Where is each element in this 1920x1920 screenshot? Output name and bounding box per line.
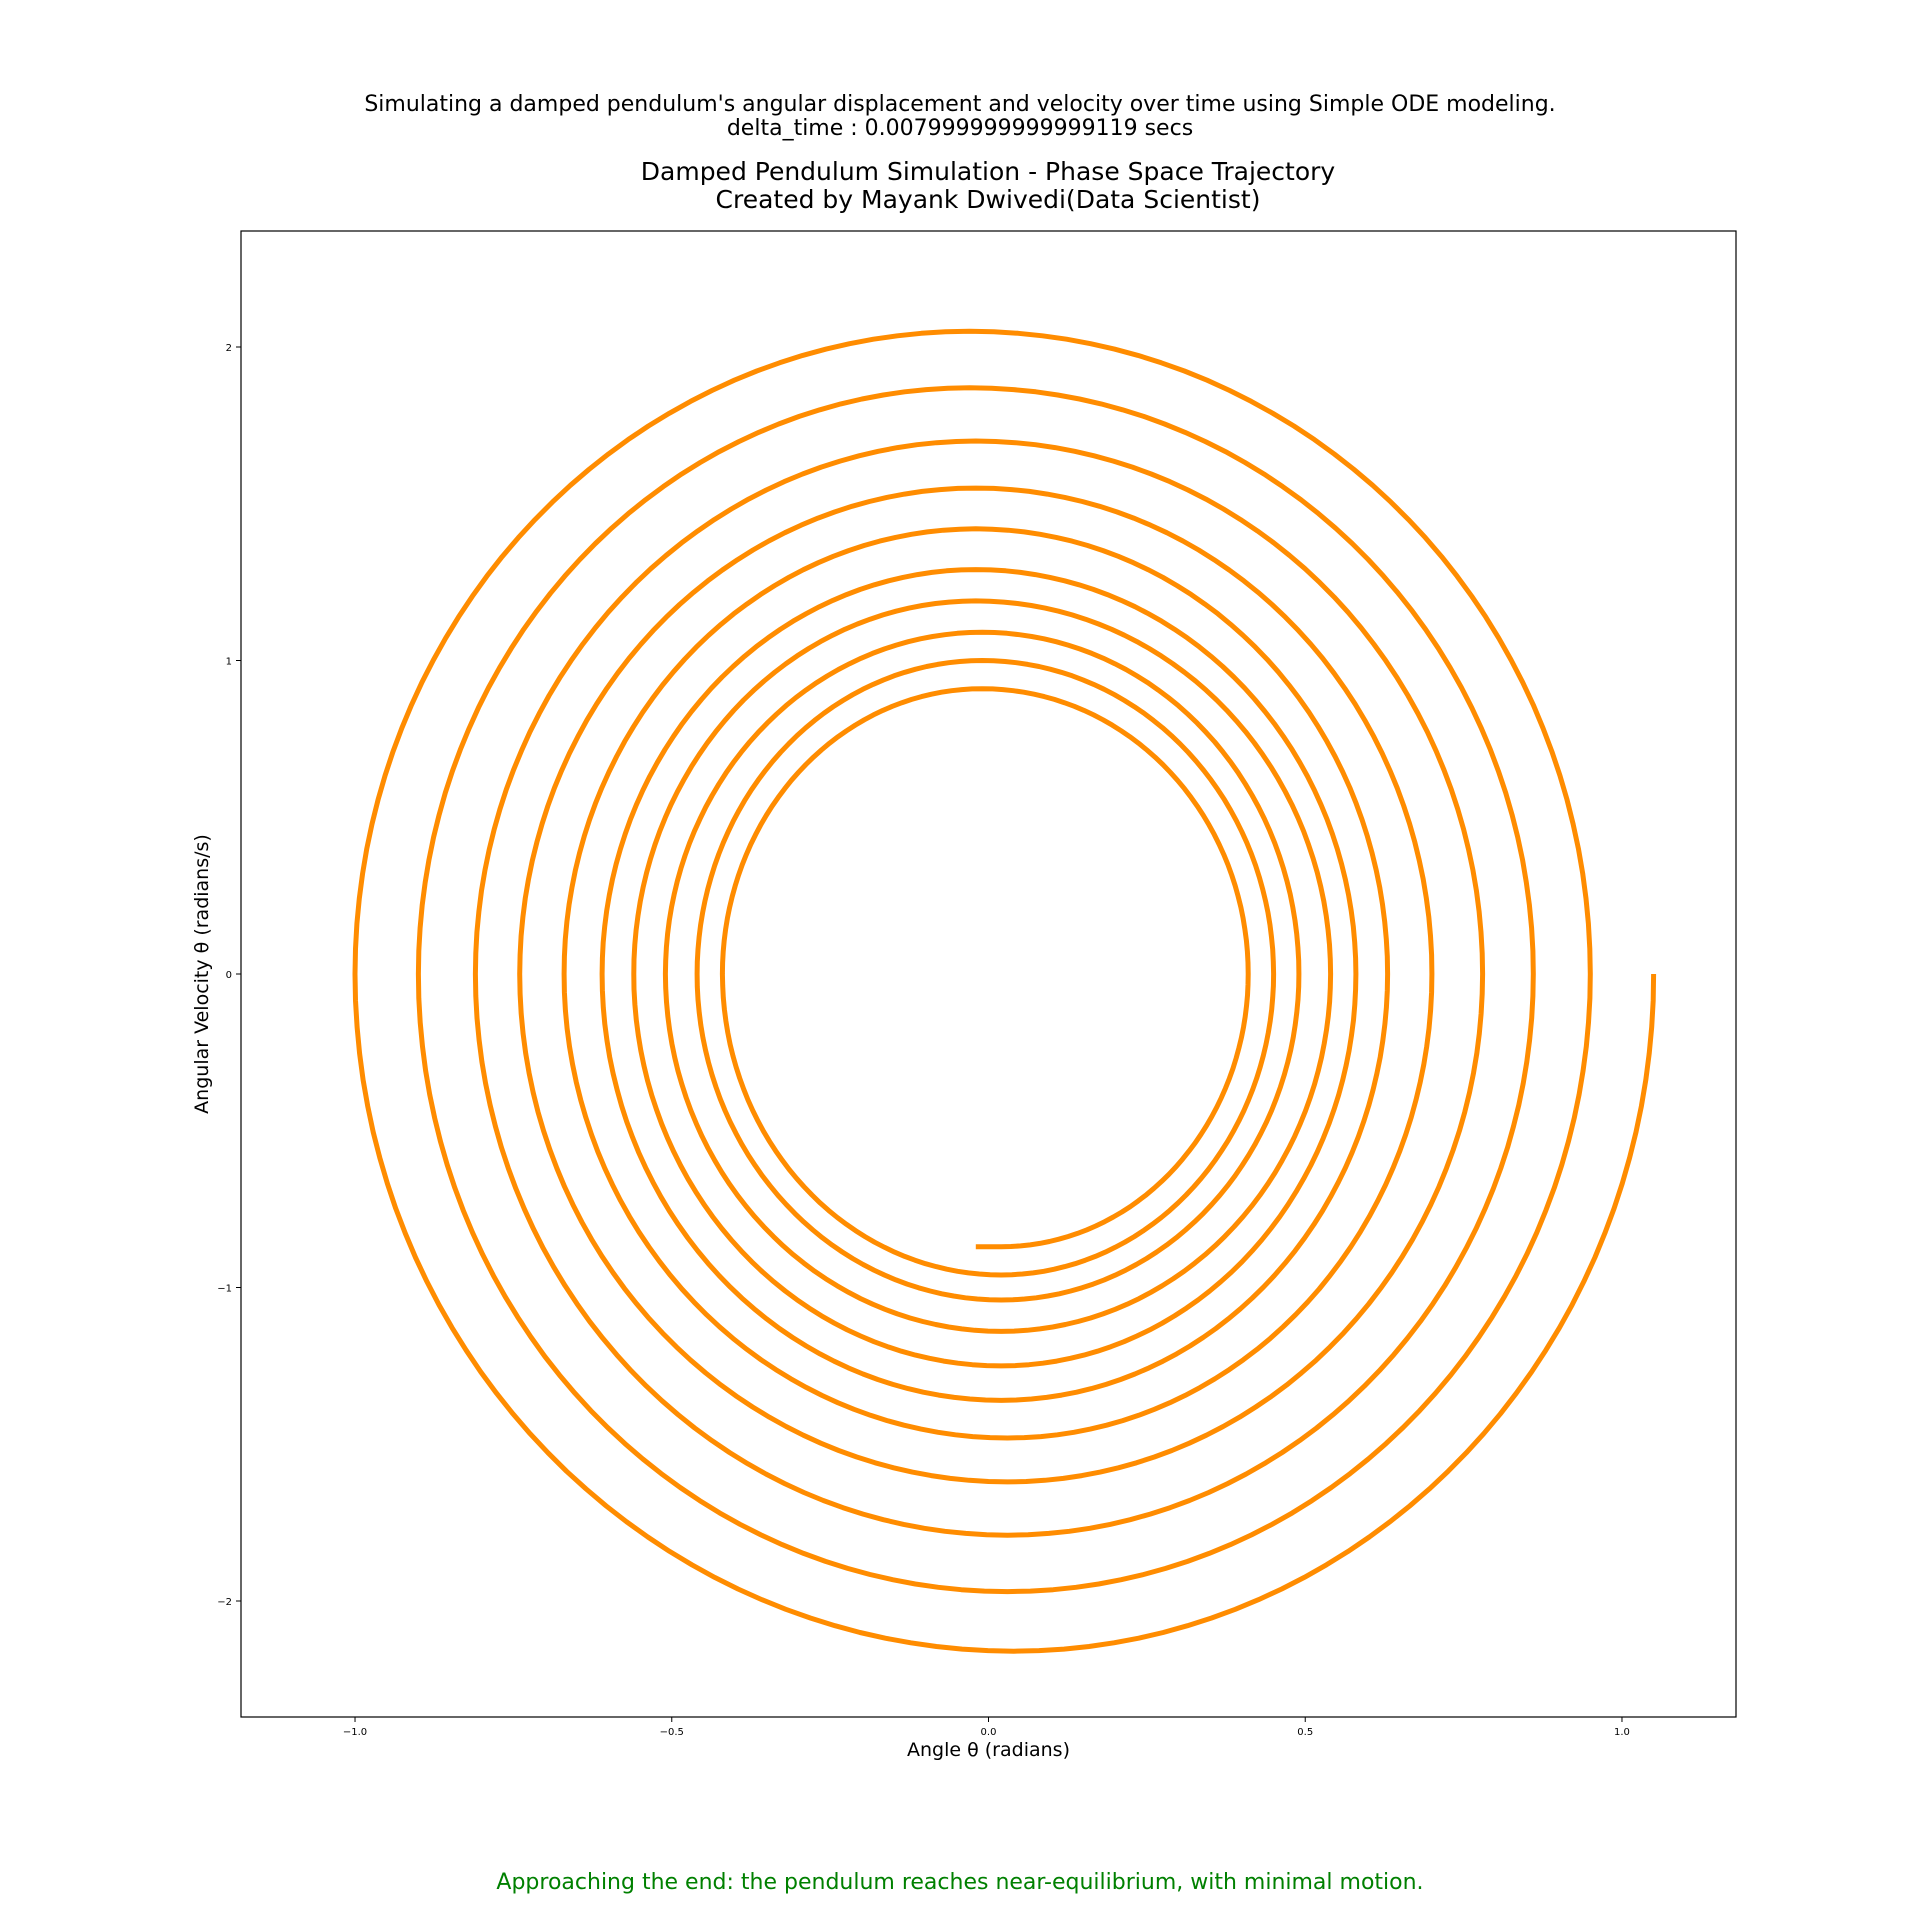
y-tick-label: −1 [217,1284,232,1295]
y-tick-label: 2 [226,343,232,354]
x-tick-label: 0.0 [981,1727,997,1738]
chart-title: Damped Pendulum Simulation - Phase Space… [640,157,1336,186]
y-axis-ticks: −2 −1 0 1 2 [217,343,241,1608]
y-tick-label: 1 [226,656,232,667]
y-tick-label: −2 [217,1597,232,1608]
x-axis-label: Angle θ (radians) [907,1739,1070,1761]
y-axis-label: Angular Velocity θ (radians/s) [191,834,213,1114]
x-tick-label: −1.0 [343,1727,367,1738]
x-axis-ticks: −1.0 −0.5 0.0 0.5 1.0 [343,1717,1630,1738]
figure-suptitle-line1: Simulating a damped pendulum's angular d… [364,92,1556,117]
x-tick-label: 1.0 [1614,1727,1630,1738]
phase-trajectory-line [352,328,1657,1654]
figure-suptitle-line2: delta_time : 0.007999999999999119 secs [726,116,1194,141]
caption-text: Approaching the end: the pendulum reache… [496,1870,1424,1895]
y-tick-label: 0 [226,970,232,981]
chart-subtitle: Created by Mayank Dwivedi(Data Scientist… [715,185,1261,214]
x-tick-label: 0.5 [1297,1727,1313,1738]
x-tick-label: −0.5 [660,1727,684,1738]
plot-frame [240,230,1737,1718]
